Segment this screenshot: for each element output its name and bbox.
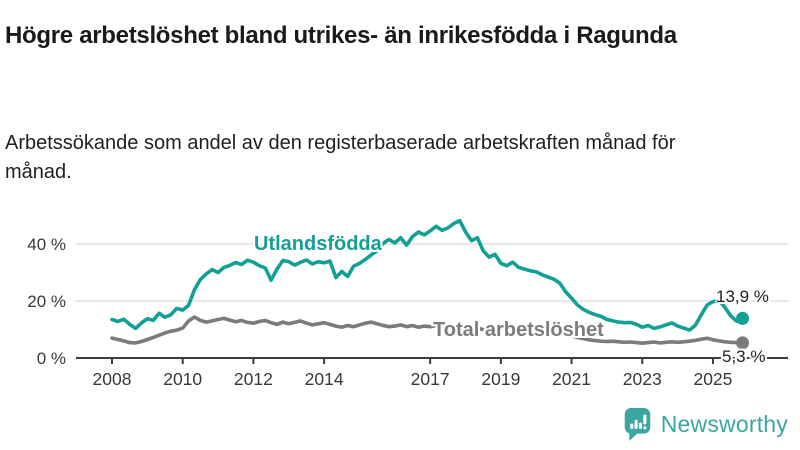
x-axis-tick-label: 2021: [552, 369, 591, 389]
chart-canvas: 0 % 20 % 40 % 2008 2010 2012 2014 2017 2019 2021 2…: [27, 218, 788, 389]
x-axis-tick-label: 2008: [93, 369, 132, 389]
x-axis-tick-label: 2019: [481, 369, 520, 389]
x-axis-tick-label: 2023: [623, 369, 662, 389]
series-end-dot: [736, 336, 750, 350]
y-axis-tick-label: 20 %: [27, 292, 66, 311]
x-axis-tick-label: 2012: [234, 369, 273, 389]
end-value-label-utlandsfodda: 13,9 %: [716, 287, 769, 306]
newsworthy-logo: Newsworthy: [622, 406, 788, 442]
end-value-label-total: 5,3 %: [722, 347, 766, 366]
bar-chart-speech-bubble-icon: [624, 408, 650, 441]
series-end-dot: [736, 311, 750, 325]
x-axis-tick-label: 2014: [305, 369, 344, 389]
series-line-total: [110, 315, 745, 345]
x-axis-tick-label: 2010: [163, 369, 202, 389]
series-label-utlandsfodda: Utlandsfödda: [254, 233, 382, 255]
page-title: Högre arbetslöshet bland utrikes- än inr…: [5, 22, 677, 50]
series-line-utlandsfodda: [110, 218, 745, 332]
x-axis-tick-label: 2025: [693, 369, 732, 389]
line-chart: 0 % 20 % 40 % 2008 2010 2012 2014 2017 2019 2021 2…: [0, 188, 800, 403]
x-axis-tick-label: 2017: [411, 369, 450, 389]
series-label-total-arbetsloshet: Total arbetslöshet: [433, 319, 604, 341]
y-axis-tick-label: 40 %: [27, 235, 66, 254]
chart-subtitle: Arbetssökande som andel av den registerb…: [5, 132, 676, 183]
y-axis-tick-label: 0 %: [37, 349, 66, 368]
brand-name: Newsworthy: [660, 410, 788, 437]
